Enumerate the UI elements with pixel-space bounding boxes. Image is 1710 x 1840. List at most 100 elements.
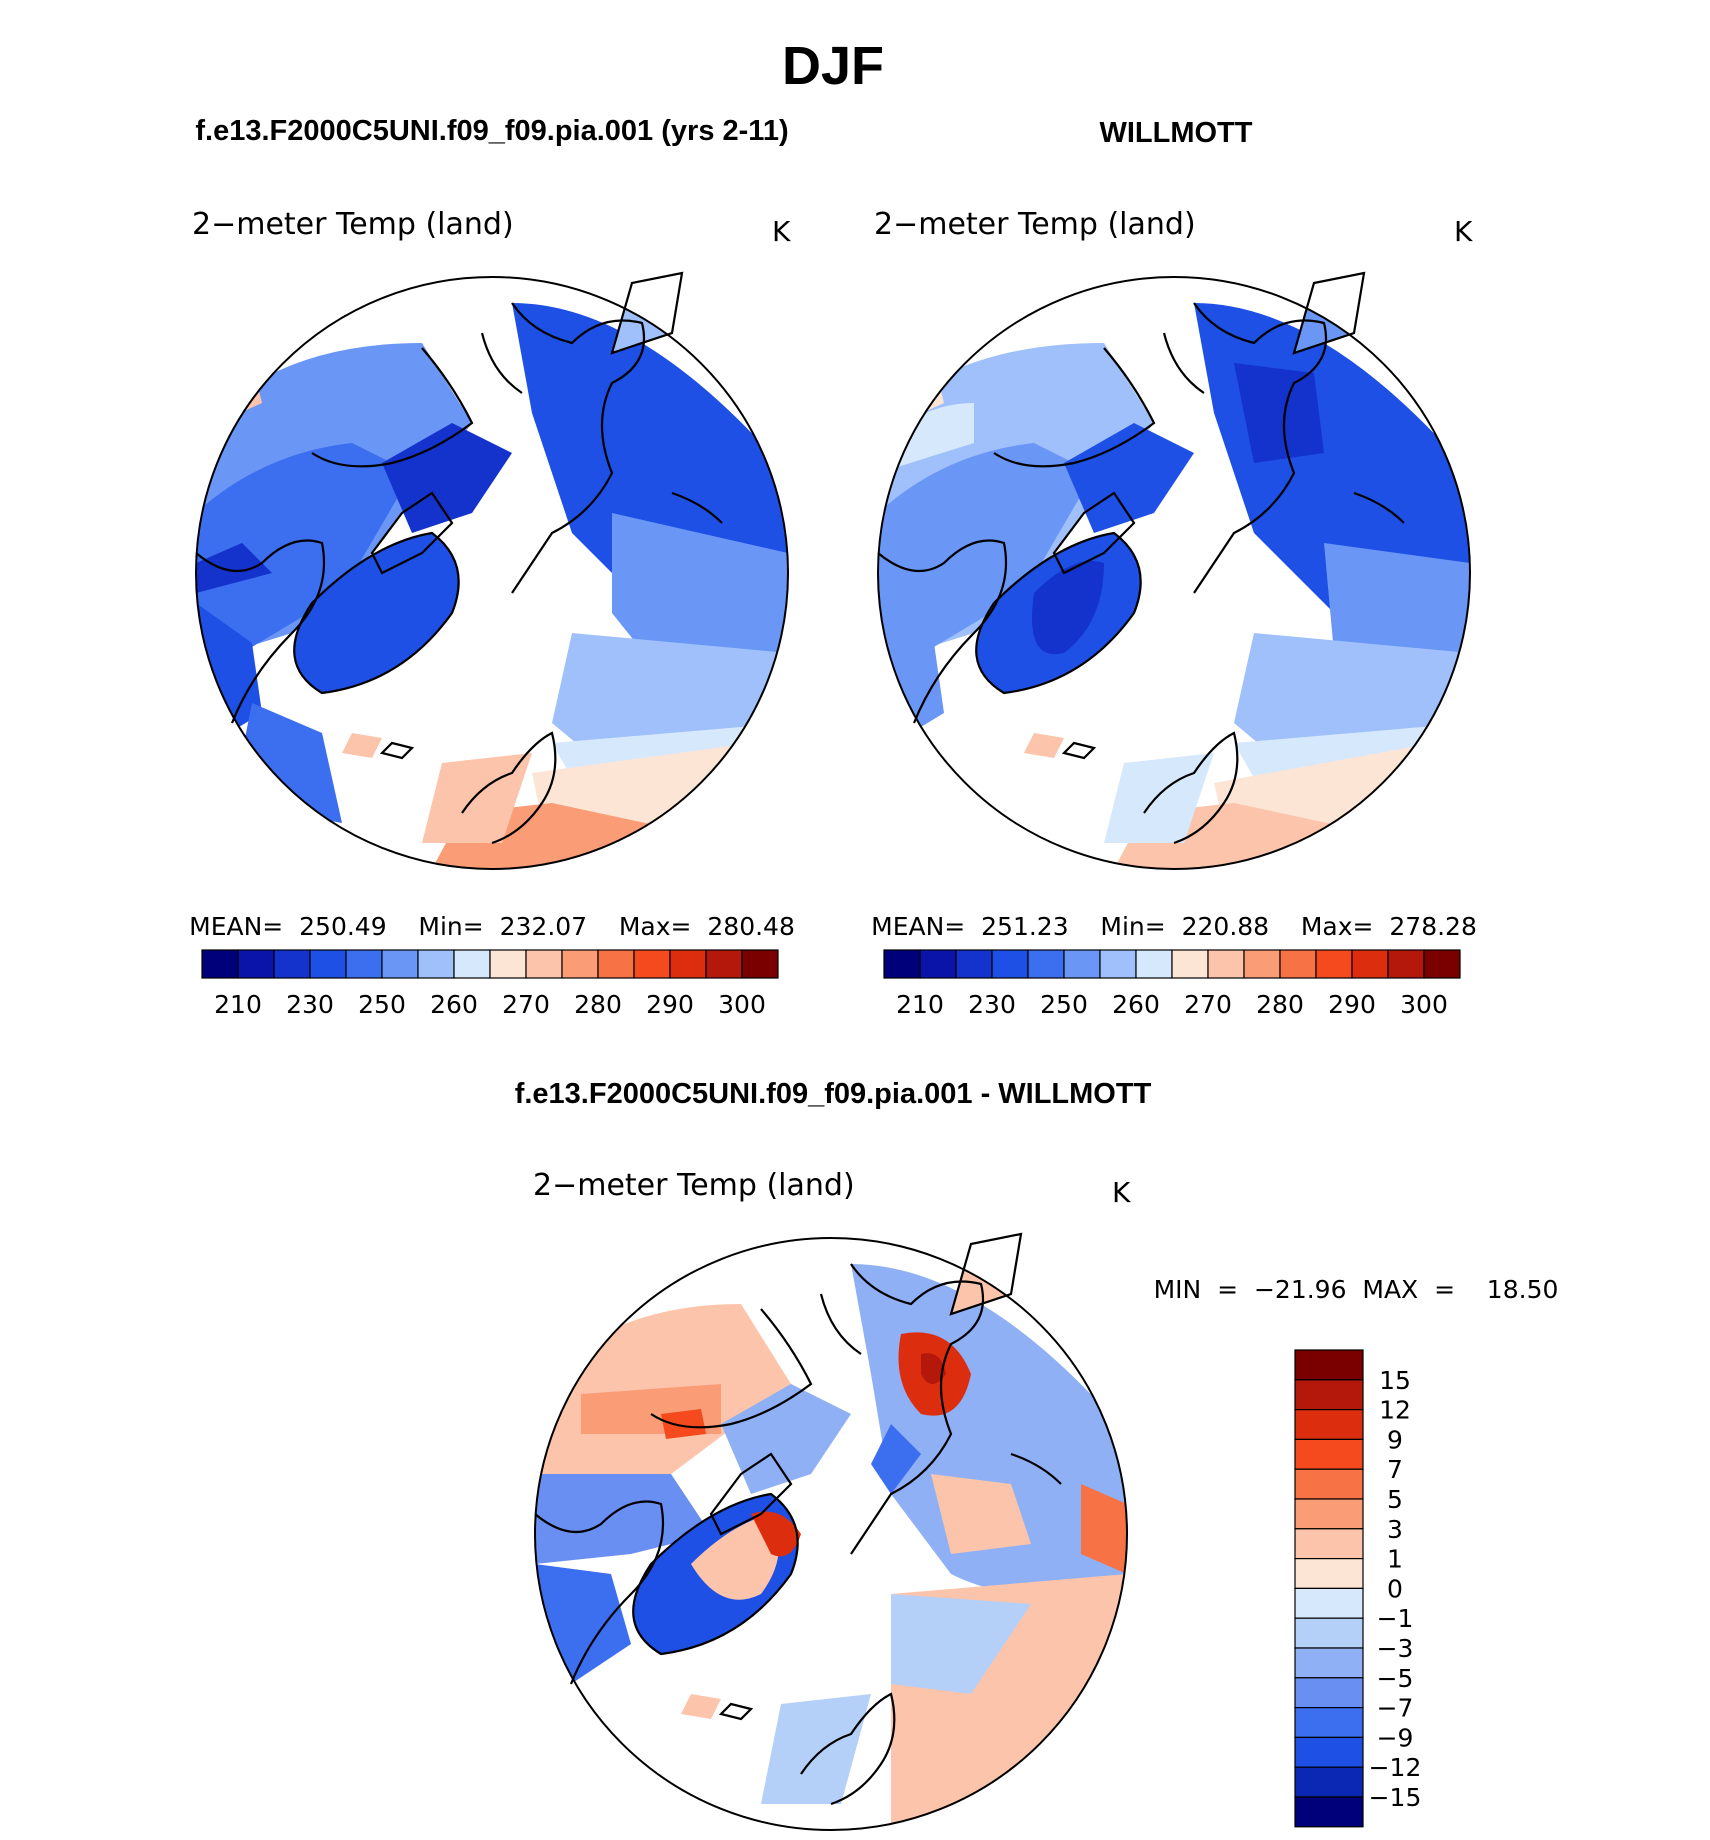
- colorbar-tick-label: 7: [1387, 1455, 1403, 1484]
- colorbar-tick-label: 270: [1184, 990, 1232, 1019]
- panel-right-title: WILLMOTT: [1099, 117, 1252, 149]
- units-label: K: [772, 215, 791, 248]
- variable-label: 2−meter Temp (land): [192, 207, 514, 242]
- colorbar-swatch: [1294, 1736, 1364, 1768]
- colorbar-tick-label: 230: [968, 990, 1016, 1019]
- colorbar-swatch: [1294, 1528, 1364, 1560]
- variable-label: 2−meter Temp (land): [533, 1168, 855, 1203]
- colorbar-swatch: [561, 949, 599, 979]
- colorbar-tick-label: −7: [1377, 1694, 1414, 1723]
- colorbar-tick-label: −3: [1377, 1634, 1414, 1663]
- stats-line: MEAN= 250.49 Min= 232.07 Max= 280.48: [189, 912, 795, 941]
- colorbar-tick-label: 3: [1387, 1515, 1403, 1544]
- colorbar-swatch: [1315, 949, 1353, 979]
- polar-map-difference: [535, 1238, 1127, 1830]
- colorbar-tick-label: 250: [1040, 990, 1088, 1019]
- colorbar-tick-label: −12: [1369, 1753, 1422, 1782]
- colorbar-labels: 210 230 250 260 270 280 290 300: [214, 990, 766, 1019]
- colorbar-tick-label: 290: [1328, 990, 1376, 1019]
- colorbar-tick-label: 280: [574, 990, 622, 1019]
- variable-label: 2−meter Temp (land): [874, 207, 1196, 242]
- stats-line: MEAN= 251.23 Min= 220.88 Max= 278.28: [871, 912, 1477, 941]
- polar-map-model: [196, 277, 788, 869]
- colorbar-swatch: [1294, 1647, 1364, 1679]
- colorbar-tick-label: 230: [286, 990, 334, 1019]
- map-panel-obs: 2−meter Temp (land) K: [871, 207, 1477, 1019]
- colorbar-swatch: [669, 949, 707, 979]
- colorbar-tick-label: 280: [1256, 990, 1304, 1019]
- colorbar-swatch: [1243, 949, 1281, 979]
- colorbar-swatch: [1279, 949, 1317, 979]
- colorbar-vertical: [1294, 1349, 1364, 1828]
- colorbar-swatch: [919, 949, 957, 979]
- colorbar-tick-label: 250: [358, 990, 406, 1019]
- colorbar-swatch: [1099, 949, 1137, 979]
- colorbar-tick-label: 210: [896, 990, 944, 1019]
- colorbar-tick-label: 5: [1387, 1485, 1403, 1514]
- colorbar-swatch: [1207, 949, 1245, 979]
- difference-title: f.e13.F2000C5UNI.f09_f09.pia.001 - WILLM…: [515, 1078, 1152, 1110]
- colorbar-swatch: [309, 949, 347, 979]
- colorbar-swatch: [273, 949, 311, 979]
- colorbar-tick-label: 0: [1387, 1574, 1403, 1603]
- colorbar-swatch: [1294, 1766, 1364, 1798]
- colorbar-swatch: [525, 949, 563, 979]
- colorbar-swatch: [1294, 1379, 1364, 1411]
- colorbar-tick-label: 210: [214, 990, 262, 1019]
- colorbar-tick-label: −5: [1377, 1664, 1414, 1693]
- season-title: DJF: [782, 36, 884, 96]
- colorbar-swatch: [1294, 1468, 1364, 1500]
- units-label: K: [1112, 1176, 1131, 1209]
- colorbar-tick-label: −15: [1369, 1783, 1422, 1812]
- colorbar-swatch: [1063, 949, 1101, 979]
- map-panel-difference: 2−meter Temp (land) K: [533, 1168, 1559, 1831]
- colorbar-tick-label: 15: [1379, 1366, 1411, 1395]
- colorbar-tick-label: 300: [718, 990, 766, 1019]
- colorbar-swatch: [345, 949, 383, 979]
- colorbar-swatch: [1294, 1796, 1364, 1828]
- colorbar-swatch: [201, 949, 239, 979]
- colorbar-swatch: [883, 949, 921, 979]
- colorbar-swatch: [237, 949, 275, 979]
- colorbar-swatch: [1294, 1349, 1364, 1381]
- colorbar-swatch: [955, 949, 993, 979]
- map-panel-model: 2−meter Temp (land) K: [189, 207, 795, 1019]
- colorbar-swatch: [1294, 1408, 1364, 1440]
- colorbar-swatch: [1027, 949, 1065, 979]
- colorbar-tick-label: 300: [1400, 990, 1448, 1019]
- colorbar-swatch: [1171, 949, 1209, 979]
- colorbar-swatch: [741, 949, 779, 979]
- colorbar-tick-label: −1: [1377, 1604, 1414, 1633]
- colorbar: [201, 949, 779, 979]
- colorbar-swatch: [1135, 949, 1173, 979]
- colorbar-swatch: [489, 949, 527, 979]
- colorbar-swatch: [1294, 1707, 1364, 1739]
- colorbar-labels: 210 230 250 260 270 280 290 300: [896, 990, 1448, 1019]
- colorbar-swatch: [991, 949, 1029, 979]
- colorbar-tick-label: 1: [1387, 1545, 1403, 1574]
- colorbar-swatch: [597, 949, 635, 979]
- colorbar-swatch: [381, 949, 419, 979]
- units-label: K: [1454, 215, 1473, 248]
- colorbar-tick-label: 290: [646, 990, 694, 1019]
- colorbar-swatch: [1387, 949, 1425, 979]
- colorbar-tick-label: 270: [502, 990, 550, 1019]
- colorbar-swatch: [1294, 1498, 1364, 1530]
- colorbar-swatch: [1351, 949, 1389, 979]
- colorbar-swatch: [1294, 1558, 1364, 1590]
- colorbar-swatch: [1294, 1677, 1364, 1709]
- panel-left-title: f.e13.F2000C5UNI.f09_f09.pia.001 (yrs 2-…: [195, 115, 788, 147]
- colorbar-swatch: [453, 949, 491, 979]
- colorbar-swatch: [1294, 1617, 1364, 1649]
- min-max-readout: MIN = −21.96 MAX = 18.50: [1154, 1275, 1559, 1304]
- colorbar-tick-label: 260: [1112, 990, 1160, 1019]
- colorbar-tick-label: 12: [1379, 1396, 1411, 1425]
- colorbar-swatch: [1294, 1587, 1364, 1619]
- colorbar-swatch: [1423, 949, 1461, 979]
- colorbar-swatch: [633, 949, 671, 979]
- colorbar-tick-label: 260: [430, 990, 478, 1019]
- colorbar-tick-label: −9: [1377, 1723, 1414, 1752]
- colorbar-tick-label: 9: [1387, 1425, 1403, 1454]
